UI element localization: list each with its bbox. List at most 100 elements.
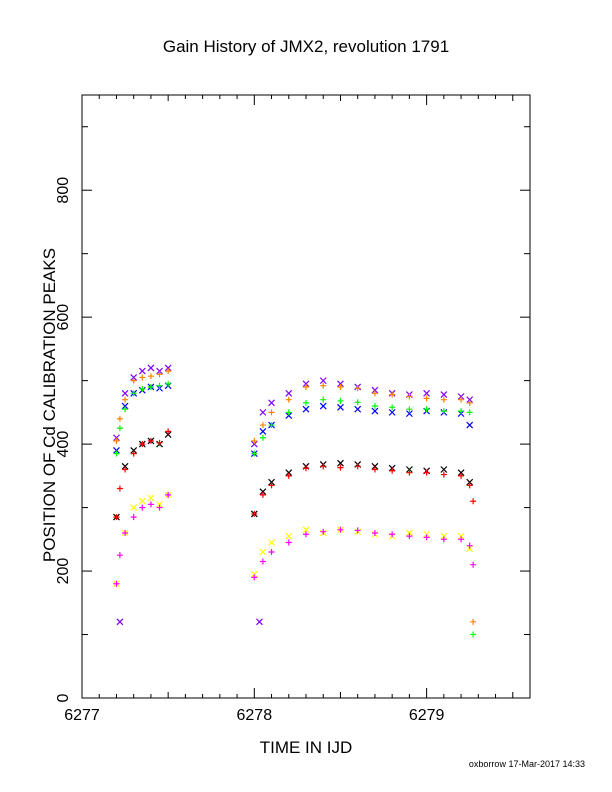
data-point: [371, 529, 378, 536]
x-axis-label: TIME IN IJD: [259, 738, 353, 757]
data-point: [113, 447, 120, 454]
data-point: [440, 466, 448, 473]
data-point: [423, 389, 431, 397]
data-point: [371, 462, 379, 470]
data-point: [122, 466, 129, 473]
data-point: [147, 364, 155, 372]
series-7: [113, 491, 474, 588]
data-point: [457, 532, 465, 540]
data-point: [156, 500, 163, 508]
data-point: [156, 439, 163, 446]
data-point: [389, 531, 396, 538]
data-point: [458, 396, 465, 403]
data-point: [354, 385, 361, 392]
data-point: [320, 382, 327, 389]
data-point: [440, 396, 447, 403]
data-point: [337, 526, 344, 533]
data-point: [165, 380, 172, 387]
data-point: [130, 450, 137, 457]
data-point: [164, 364, 172, 372]
data-point: [470, 498, 477, 505]
data-point: [466, 478, 474, 486]
data-point: [259, 558, 266, 565]
data-point: [139, 504, 146, 511]
data-point: [423, 534, 430, 541]
data-point: [466, 545, 474, 553]
data-point: [354, 463, 361, 470]
y-tick-label: 400: [55, 431, 72, 458]
data-point: [259, 434, 266, 441]
data-point: [405, 529, 413, 537]
series-5: [113, 431, 474, 521]
data-point: [165, 428, 172, 435]
data-point: [337, 403, 344, 411]
data-point: [406, 533, 413, 540]
data-point: [440, 391, 448, 399]
timestamp-stamp: oxborrow 17-Mar-2017 14:33: [468, 759, 585, 769]
data-point: [423, 406, 430, 413]
data-point: [259, 488, 267, 496]
chart-title: Gain History of JMX2, revolution 1791: [162, 37, 450, 56]
data-point: [389, 467, 396, 474]
data-point: [121, 462, 129, 470]
data-point: [457, 393, 465, 400]
series-4: [113, 380, 477, 638]
data-point: [285, 396, 292, 403]
data-point: [259, 548, 267, 556]
data-point: [388, 408, 396, 416]
data-point: [268, 549, 275, 556]
tick-labels: 6277 6278 6279 0 200 400 600 800: [55, 177, 445, 724]
series-8: [113, 491, 477, 587]
data-point: [285, 469, 293, 477]
data-point: [466, 421, 474, 429]
data-point: [139, 385, 146, 392]
data-point: [147, 373, 154, 380]
data-point: [389, 404, 396, 411]
data-point: [256, 618, 263, 626]
data-point: [320, 396, 327, 403]
data-point: [122, 406, 129, 413]
data-point: [147, 494, 155, 502]
data-point: [138, 367, 146, 375]
data-point: [147, 383, 154, 390]
data-point: [165, 491, 172, 498]
data-point: [337, 397, 344, 404]
data-point: [251, 437, 258, 444]
data-point: [116, 552, 123, 559]
data-point: [285, 532, 293, 540]
series-6: [113, 428, 477, 521]
data-point: [371, 466, 378, 473]
data-point: [259, 427, 267, 435]
data-point: [116, 415, 123, 422]
data-point: [440, 471, 447, 478]
data-point: [285, 412, 293, 419]
data-point: [156, 382, 163, 389]
data-point: [285, 409, 292, 416]
data-point: [285, 472, 292, 479]
data-point: [457, 469, 465, 477]
data-point: [113, 437, 120, 444]
data-point: [251, 510, 258, 517]
data-point: [130, 447, 138, 454]
data-point: [302, 380, 310, 388]
data-point: [354, 405, 362, 413]
data-point: [259, 491, 266, 498]
data-point: [337, 380, 344, 388]
data-point: [139, 374, 146, 381]
data-point: [458, 472, 465, 479]
data-point: [470, 618, 477, 625]
data-point: [268, 422, 275, 429]
data-point: [466, 396, 474, 404]
data-point: [303, 399, 309, 406]
data-point: [354, 527, 361, 534]
data-point: [458, 408, 465, 415]
data-point: [268, 482, 275, 489]
data-point: [423, 530, 431, 538]
data-point: [354, 399, 361, 406]
data-point: [251, 574, 258, 581]
data-point: [122, 529, 129, 536]
x-tick-label: 6279: [409, 707, 445, 724]
data-point: [113, 434, 120, 442]
data-point: [130, 377, 137, 384]
data-point: [371, 386, 379, 394]
